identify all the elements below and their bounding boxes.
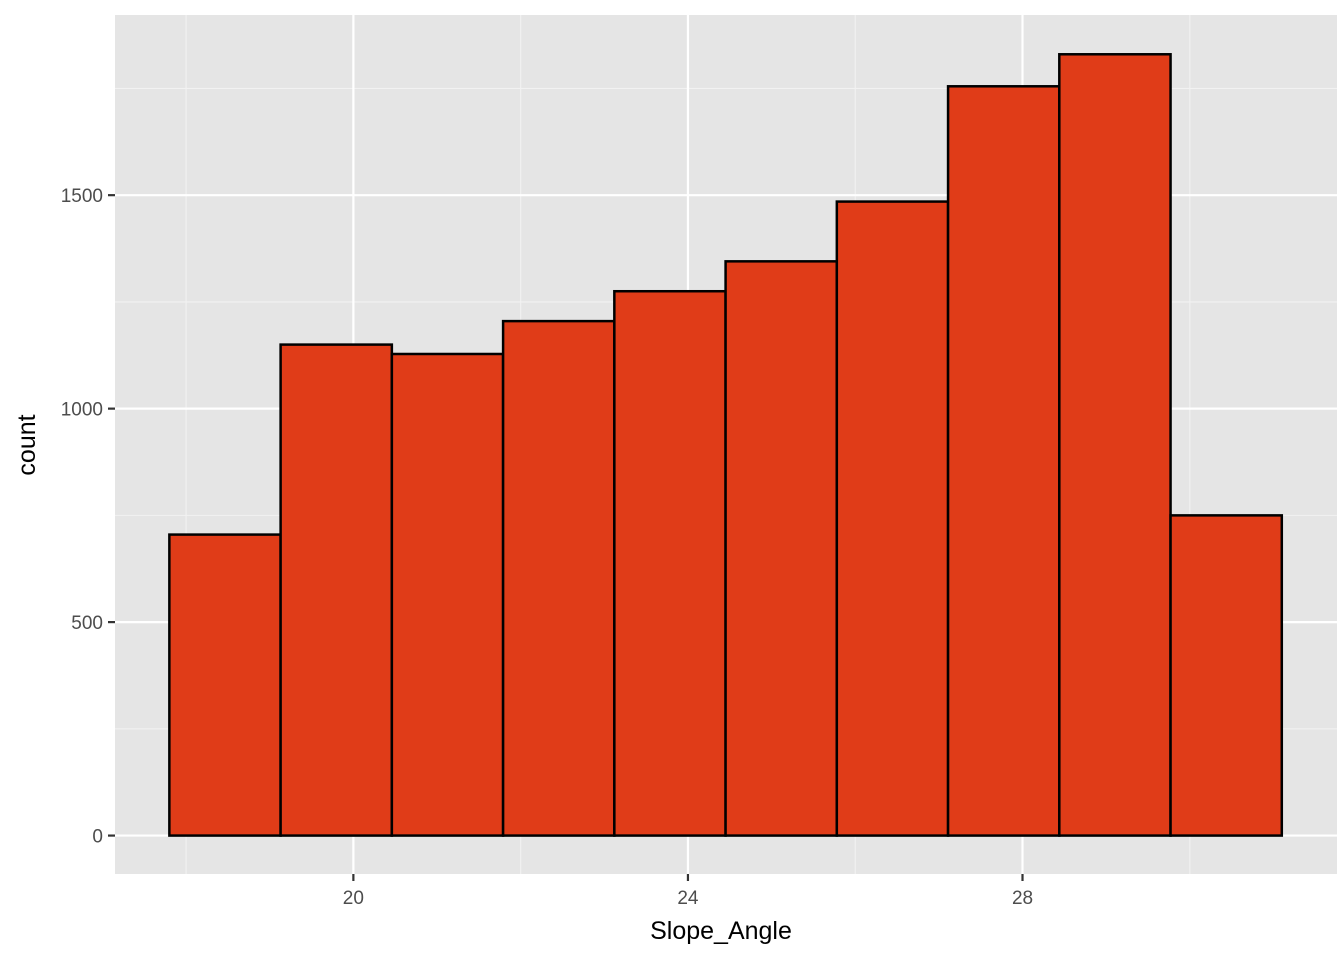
y-tick-label: 0 xyxy=(92,827,103,848)
histogram-bar xyxy=(390,352,505,837)
histogram-bars xyxy=(168,53,1284,837)
histogram-bar xyxy=(1169,514,1284,837)
y-axis-title: count xyxy=(13,414,41,475)
histogram-bar xyxy=(1058,53,1172,837)
histogram-bar xyxy=(613,289,727,837)
y-tick-label: 500 xyxy=(71,613,103,634)
x-tick-label: 24 xyxy=(677,888,699,909)
y-tick-label: 1500 xyxy=(61,186,103,207)
histogram-bar xyxy=(279,343,394,837)
x-tick-label: 28 xyxy=(1012,888,1033,909)
histogram-bar xyxy=(168,533,282,837)
x-tick-label: 20 xyxy=(343,888,364,909)
y-axis: 0 500 1000 1500 xyxy=(61,186,115,848)
y-tick-label: 1000 xyxy=(61,400,103,421)
x-axis-title: Slope_Angle xyxy=(650,917,792,945)
x-axis: 20 24 28 xyxy=(343,874,1033,909)
histogram-bar xyxy=(946,85,1061,837)
histogram-bar xyxy=(835,200,950,837)
histogram-bar xyxy=(724,260,839,837)
histogram-bar xyxy=(501,319,616,837)
